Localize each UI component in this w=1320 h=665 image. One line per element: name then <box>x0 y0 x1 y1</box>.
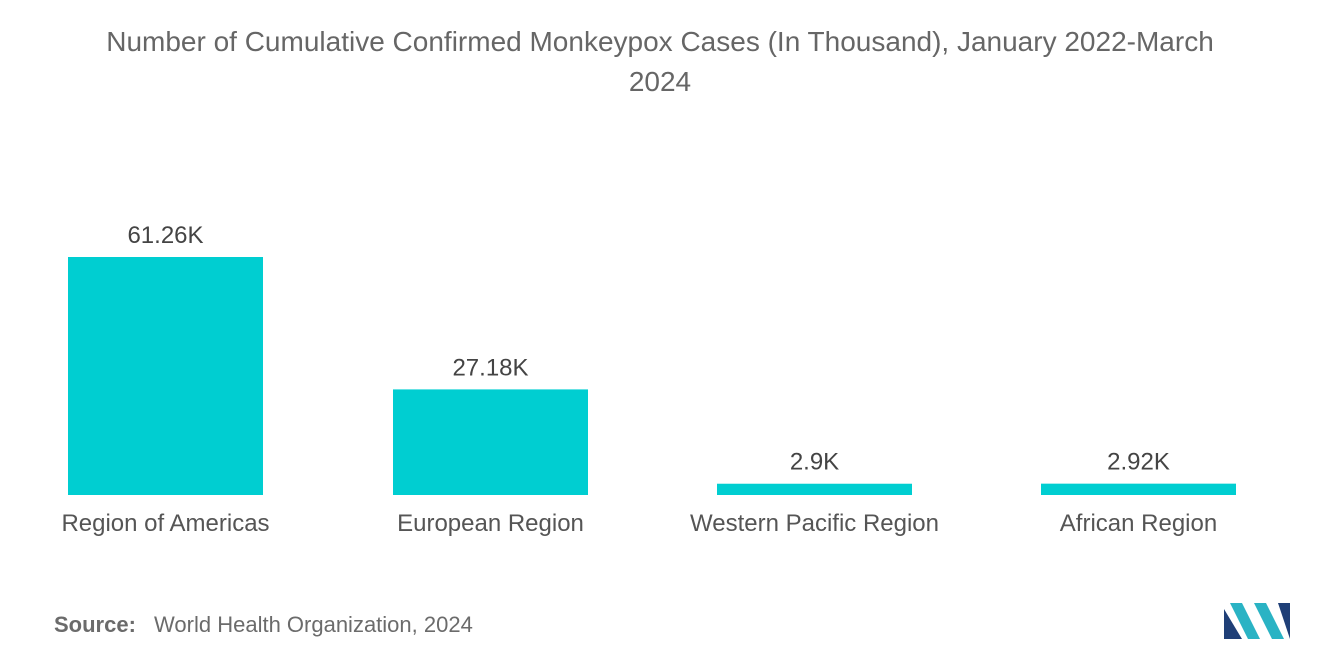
data-label-4: 2.92K <box>1107 449 1170 476</box>
logo-left-shape <box>1224 609 1242 639</box>
source-label: Source: <box>54 612 136 637</box>
bar-3 <box>717 483 912 495</box>
logo-right-shape <box>1278 603 1290 639</box>
chart-title: Number of Cumulative Confirmed Monkeypox… <box>0 22 1320 102</box>
category-label-3: Western Pacific Region <box>690 510 939 537</box>
category-label-2: European Region <box>397 510 584 537</box>
bar-1 <box>68 257 263 495</box>
data-label-3: 2.9K <box>790 449 839 476</box>
source-note: Source: World Health Organization, 2024 <box>54 612 473 638</box>
brand-logo-icon <box>1224 603 1290 639</box>
logo-middle-left-shape <box>1230 603 1260 639</box>
source-text: World Health Organization, 2024 <box>154 612 473 637</box>
bar-2 <box>393 389 588 495</box>
data-label-1: 61.26K <box>127 222 203 249</box>
category-label-1: Region of Americas <box>61 510 269 537</box>
data-label-2: 27.18K <box>452 354 528 381</box>
category-label-4: African Region <box>1060 510 1217 537</box>
chart-title-line-1: Number of Cumulative Confirmed Monkeypox… <box>106 26 1214 57</box>
chart-title-line-2: 2024 <box>628 66 692 97</box>
bar-4 <box>1041 483 1236 495</box>
logo-middle-right-shape <box>1254 603 1284 639</box>
